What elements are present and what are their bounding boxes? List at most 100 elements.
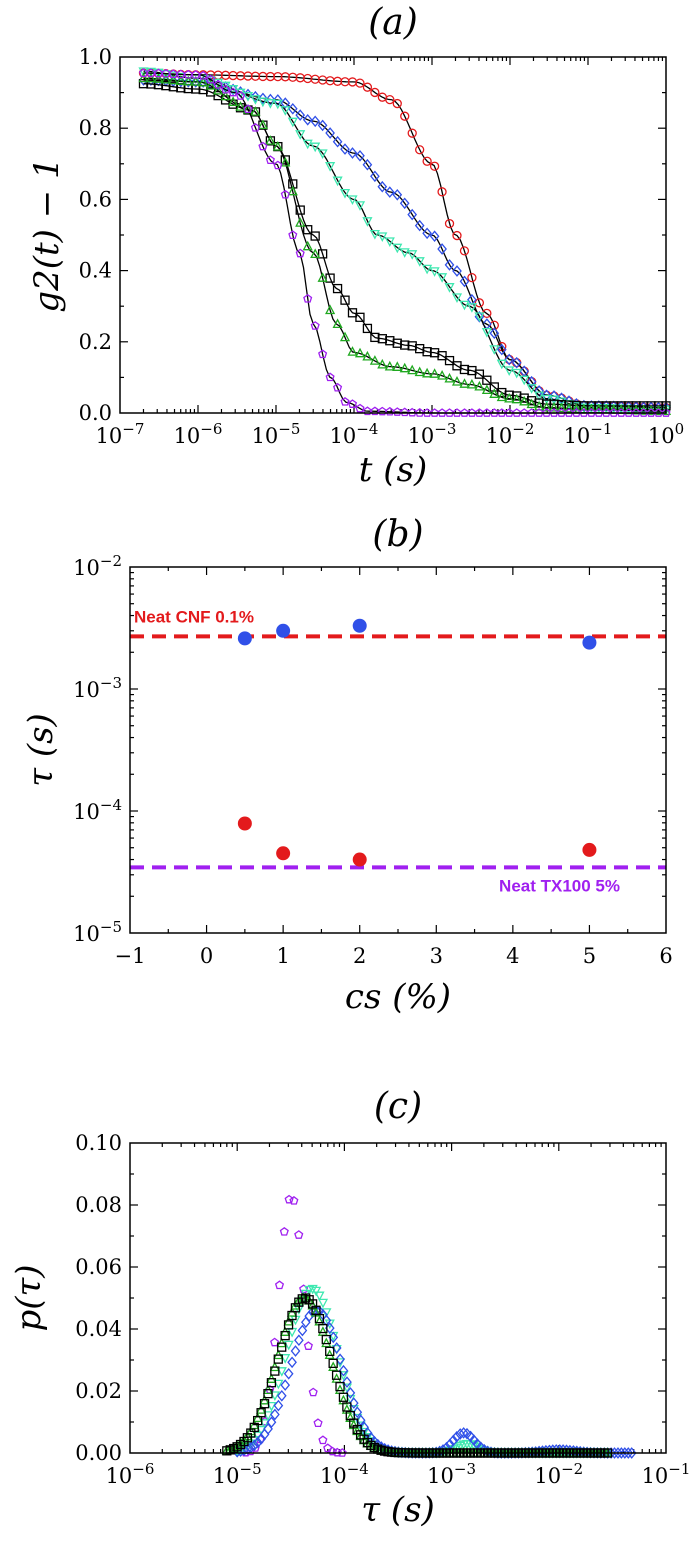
data-point — [325, 372, 335, 382]
data-point — [280, 1330, 290, 1341]
data-point — [325, 273, 335, 283]
data-point — [237, 631, 252, 646]
data-point — [263, 1411, 274, 1421]
panel-label: (b) — [372, 514, 423, 555]
data-point — [205, 80, 216, 90]
data-point — [317, 1298, 329, 1309]
data-point — [504, 353, 515, 366]
data-point — [466, 378, 477, 389]
data-point — [221, 84, 231, 94]
data-point — [392, 243, 403, 254]
x-tick-label: 0 — [200, 944, 213, 968]
data-point — [594, 408, 604, 417]
data-point — [352, 1413, 363, 1424]
data-point — [341, 1383, 353, 1394]
data-point — [276, 623, 291, 638]
data-point — [370, 87, 380, 98]
x-tick-label: 10−3 — [427, 1460, 476, 1488]
y-axis-label: p(τ) — [9, 1264, 49, 1331]
data-point — [429, 161, 440, 171]
data-point — [444, 408, 455, 417]
data-point — [297, 1324, 308, 1337]
data-point — [183, 75, 194, 88]
data-point — [385, 94, 395, 105]
data-point — [302, 113, 313, 126]
data-point — [313, 1418, 323, 1428]
data-point — [206, 74, 216, 84]
data-point — [310, 231, 320, 241]
data-point — [175, 75, 186, 88]
data-point — [347, 147, 358, 159]
data-point — [317, 149, 328, 159]
data-point — [400, 407, 410, 417]
data-point — [619, 1447, 630, 1459]
data-point — [489, 408, 499, 417]
data-point — [138, 68, 149, 77]
data-point — [527, 408, 537, 417]
y-tick-label: 0.08 — [75, 1193, 122, 1217]
data-point — [392, 98, 402, 109]
data-point — [339, 188, 351, 199]
data-point — [340, 397, 350, 406]
data-point — [310, 321, 320, 330]
data-point — [263, 1423, 273, 1435]
data-point — [252, 1412, 263, 1423]
data-point — [331, 1342, 342, 1354]
data-point — [407, 208, 418, 221]
fit-line — [143, 79, 666, 409]
data-point — [257, 97, 268, 108]
data-point — [377, 358, 388, 369]
data-point — [582, 842, 597, 857]
panel-c: (c) 10−6 10−5 10−4 10−3 10−2 10−1 0.00 0.02 0.04 0… — [9, 1086, 690, 1530]
x-axis-label: τ (s) — [361, 1490, 435, 1530]
x-tick-label: 10−4 — [330, 420, 379, 448]
data-point — [422, 227, 432, 240]
data-point — [489, 388, 500, 398]
data-point — [235, 101, 246, 111]
data-point — [256, 1433, 267, 1445]
data-point — [338, 1392, 349, 1402]
data-point — [444, 372, 455, 383]
data-point — [384, 186, 395, 198]
y-tick-label: 10−3 — [73, 674, 122, 702]
data-point — [273, 160, 283, 170]
y-tick-label: 10−4 — [73, 796, 122, 824]
series-red — [237, 816, 597, 867]
x-tick-label: 10−5 — [213, 1460, 262, 1488]
data-point — [511, 393, 522, 404]
data-point — [415, 145, 425, 155]
data-point — [474, 312, 485, 322]
data-point — [451, 293, 463, 303]
data-point — [317, 119, 328, 132]
data-point — [370, 406, 380, 416]
y-tick-label: 0.0 — [79, 401, 112, 425]
y-tick-label: 10−5 — [73, 918, 122, 946]
data-point — [504, 408, 514, 417]
data-point — [280, 1354, 291, 1364]
data-point — [283, 1340, 294, 1351]
data-point — [345, 1387, 356, 1399]
x-tick-label: 1 — [276, 944, 289, 968]
data-point — [422, 408, 432, 417]
y-tick-label: 1.0 — [79, 45, 112, 69]
data-point — [541, 394, 552, 405]
data-point — [369, 355, 380, 365]
data-point — [481, 327, 492, 338]
data-point — [582, 635, 597, 650]
data-point — [467, 408, 477, 417]
data-point — [168, 71, 179, 82]
data-point — [190, 76, 201, 86]
data-point — [273, 1399, 284, 1412]
data-point — [250, 123, 261, 132]
data-point — [287, 102, 298, 115]
x-tick-label: 10−2 — [486, 420, 535, 448]
data-point — [467, 293, 477, 306]
fit-line — [143, 72, 666, 409]
data-point — [198, 70, 208, 80]
data-point — [444, 355, 455, 366]
data-point — [250, 95, 261, 105]
data-point — [331, 1373, 342, 1383]
data-point — [265, 135, 276, 145]
data-point — [325, 127, 335, 139]
annotation-neat-tx100: Neat TX100 5% — [499, 876, 620, 895]
